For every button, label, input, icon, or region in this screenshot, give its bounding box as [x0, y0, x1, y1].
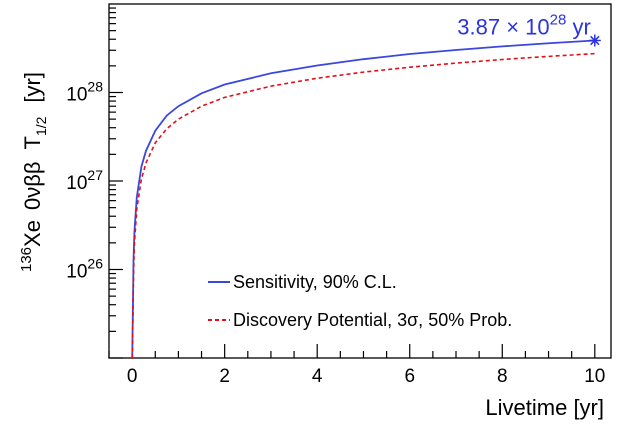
annotation-exponent: 28	[550, 11, 567, 28]
x-tick-label: 8	[497, 366, 508, 387]
y-axis-title-symbol: T	[20, 136, 45, 149]
y-axis-ticks: 1026 1027 1028	[66, 7, 123, 359]
y-axis-title-mass: 136	[18, 247, 35, 272]
y-axis-title-nucleus: Xe	[20, 220, 45, 247]
x-axis-title: Livetime [yr]	[485, 395, 604, 420]
x-tick-label: 2	[219, 366, 230, 387]
y-axis-title: 136Xe 0νββ T1/2 [yr]	[18, 72, 49, 272]
y-axis-title-decay: 0νββ	[20, 162, 45, 211]
star-stroke	[590, 35, 600, 46]
y-axis-title-unit: [yr]	[20, 72, 45, 103]
x-tick-label: 0	[127, 366, 138, 387]
x-axis-ticks: 0 2 4 6 8 10	[108, 344, 605, 387]
annotation-unit: yr	[566, 14, 590, 39]
x-tick-label: 4	[312, 366, 323, 387]
y-tick-label: 1028	[66, 79, 103, 106]
series-layer	[131, 39, 595, 359]
annotation-star-marker	[588, 34, 601, 47]
x-tick-label: 6	[404, 366, 415, 387]
y-axis-title-subscript: 1/2	[33, 116, 49, 136]
legend-label-sensitivity: Sensitivity, 90% C.L.	[233, 272, 397, 292]
annotation-mantissa: 3.87 × 10	[457, 14, 549, 39]
y-tick-label: 1026	[66, 256, 103, 283]
x-tick-label: 10	[584, 366, 605, 387]
legend-label-discovery: Discovery Potential, 3σ, 50% Prob.	[233, 310, 512, 330]
legend: Sensitivity, 90% C.L. Discovery Potentia…	[208, 272, 512, 330]
annotation-label: 3.87 × 1028 yr	[457, 11, 591, 39]
series-discovery-line	[131, 52, 595, 359]
annotation: 3.87 × 1028 yr	[457, 11, 601, 47]
y-tick-label: 1027	[66, 167, 103, 194]
